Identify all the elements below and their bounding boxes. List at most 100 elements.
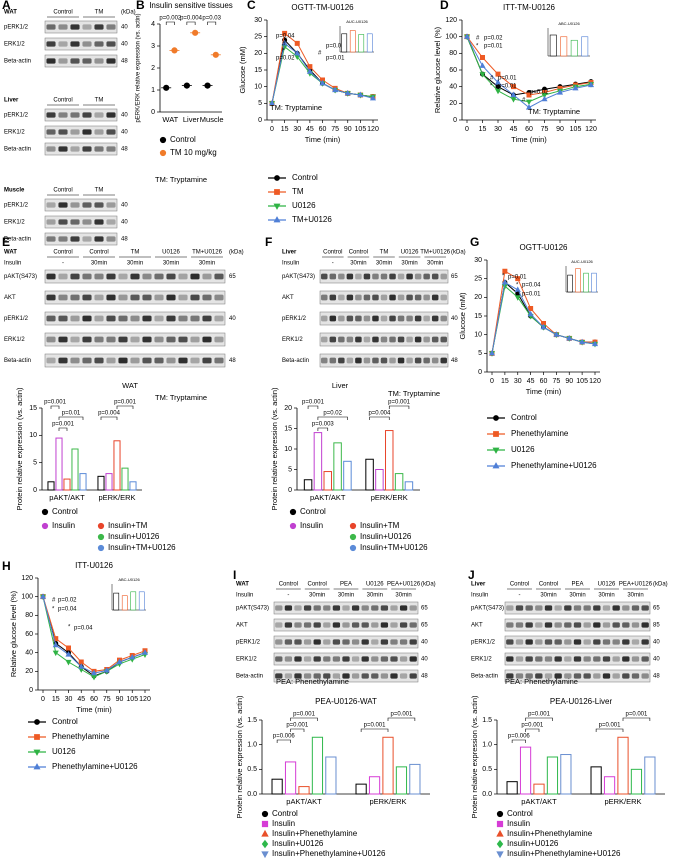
significance-bracket — [388, 405, 410, 409]
blot-band — [323, 622, 331, 628]
group-label: Control — [53, 188, 72, 194]
kda-label: 65 — [229, 274, 236, 280]
marker — [479, 62, 486, 68]
y-tick-label: 40 — [449, 84, 457, 91]
legend-label: U0126 — [52, 747, 76, 756]
significance-bracket — [317, 427, 329, 431]
blot-band — [94, 336, 104, 343]
blot-band — [70, 112, 80, 118]
significance-bracket — [207, 21, 217, 25]
blot-band — [355, 273, 362, 280]
blot-band — [190, 357, 200, 364]
x-tick-label: 60 — [540, 378, 548, 385]
x-tick-label: pAKT/AKT — [310, 493, 346, 502]
x-tick-label: 75 — [552, 378, 560, 385]
blot-band — [564, 656, 572, 662]
annotation: p=0.01 — [326, 44, 345, 50]
blot-band — [154, 294, 164, 301]
annotation: * — [68, 625, 71, 631]
bar — [546, 756, 559, 795]
blot-band — [535, 605, 543, 611]
chart-title: OGTT-TM-U0126 — [291, 3, 354, 12]
marker — [273, 203, 281, 210]
blot-band — [303, 673, 312, 679]
x-tick-label: pAKT/AKT — [49, 493, 85, 502]
annotation: p=0.001 — [286, 723, 309, 729]
marker — [511, 84, 516, 90]
inset-title: ABC-U0126 — [558, 21, 580, 26]
significance-bracket — [165, 21, 175, 25]
annotation: * — [476, 44, 479, 50]
inset-bar — [349, 30, 356, 53]
blot-band — [284, 656, 293, 662]
blot-band — [602, 622, 611, 628]
marker — [65, 651, 72, 657]
blot-band — [58, 219, 68, 225]
tissue-label: Muscle — [4, 188, 25, 194]
blot-band — [294, 605, 302, 611]
marker — [34, 719, 40, 725]
panel-letter: I — [233, 568, 236, 582]
bar — [55, 437, 63, 491]
bar — [79, 473, 87, 491]
y-tick-label: 15 — [29, 405, 37, 412]
legend-label: Insulin+U0126 — [507, 839, 559, 848]
annotation: p=0.01 — [62, 411, 81, 417]
marker — [129, 653, 136, 660]
annotation: p=0.01 — [498, 76, 517, 82]
y-tick-label: 1.0 — [247, 742, 257, 749]
blot-band — [106, 294, 116, 301]
marker — [103, 666, 110, 673]
legend-label: U0126 — [292, 201, 316, 210]
row-label: Beta-actin — [4, 358, 31, 364]
blot-band — [82, 236, 92, 242]
marker — [344, 89, 351, 96]
bar — [644, 756, 656, 795]
blot-band — [372, 273, 379, 280]
blot-band — [342, 605, 350, 611]
blot-note: PEA: Phenethylamine — [505, 677, 578, 686]
blot-band — [397, 273, 405, 280]
x-tick-label: 45 — [510, 126, 518, 133]
significance-bracket — [387, 717, 416, 721]
y-tick-label: 25 — [474, 276, 482, 283]
blot-band — [361, 605, 369, 611]
blot-band — [399, 673, 408, 679]
blot-band — [130, 294, 140, 301]
dose-label: 30min — [338, 593, 354, 599]
blot-strip — [44, 332, 226, 347]
panel-letter: G — [470, 235, 479, 249]
annotation: p=0.001 — [528, 712, 551, 718]
blot-band — [622, 639, 630, 645]
legend-label: Insulin+U0126 — [360, 532, 412, 541]
blot-band — [641, 656, 649, 662]
y-tick-label: 15 — [284, 425, 292, 432]
group-label: U0126 — [162, 250, 180, 256]
blot-band — [46, 24, 56, 30]
annotation: * — [516, 283, 519, 289]
blot-band — [622, 673, 630, 679]
blot-band — [593, 605, 601, 611]
blot-band — [294, 656, 302, 662]
blot-band — [544, 622, 553, 628]
blot-band — [118, 273, 128, 280]
blot-band — [284, 639, 293, 645]
blot-band — [323, 673, 331, 679]
x-tick-label: 90 — [116, 696, 124, 703]
marker — [319, 79, 326, 86]
blot-band — [372, 357, 379, 364]
x-tick-label: 15 — [501, 378, 509, 385]
blot-strip — [44, 37, 118, 51]
blot-band — [106, 146, 116, 152]
annotation: p=0.02 — [530, 90, 549, 96]
blot-band — [361, 656, 369, 662]
x-tick-label: 75 — [331, 126, 339, 133]
kda-label: 65 — [421, 606, 428, 612]
blot-band — [94, 273, 104, 280]
legend-label: Insulin+Phenethylamine — [272, 829, 358, 838]
blot-band — [554, 639, 562, 645]
dose-label: 30min — [627, 593, 643, 599]
blot-band — [372, 336, 379, 343]
legend-label: Phenethylamine — [511, 429, 569, 438]
blot-band — [351, 639, 360, 645]
